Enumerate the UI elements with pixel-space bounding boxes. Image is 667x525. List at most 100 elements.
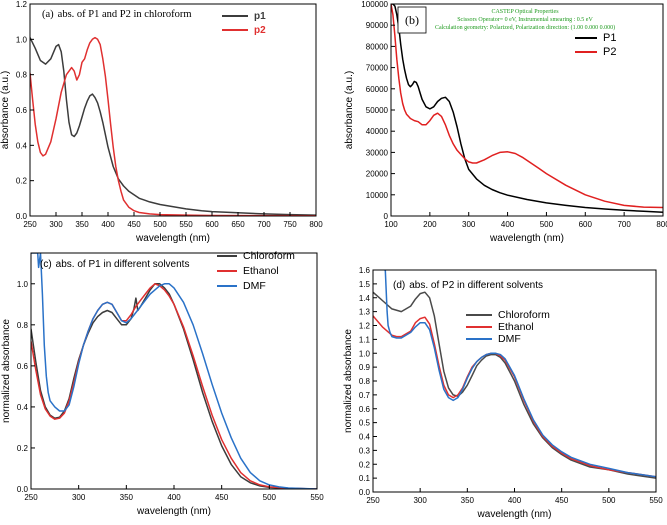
x-tick-label: 700 — [617, 220, 631, 229]
y-axis-label: absorbance (a.u.) — [0, 71, 11, 149]
panel-label-box — [397, 6, 427, 34]
y-tick-label: 0.0 — [16, 212, 28, 221]
x-tick-label: 550 — [649, 496, 663, 505]
y-tick-label: 0.8 — [16, 71, 28, 80]
y-tick-label: 1.1 — [359, 335, 371, 344]
y-axis-label: normalized absorbance — [1, 319, 12, 423]
chart-panel-4: 250 300 350 400 450 500 550 0.0 0.1 0.2 0.3 0.4 0.5 0… — [343, 266, 663, 520]
y-axis-label: absorbance (a.u.) — [344, 71, 355, 149]
y-tick-label: 0.0 — [17, 485, 29, 494]
y-tick-label: 1.3 — [359, 308, 371, 317]
panel-title: (c) abs. of P1 in different solvents — [40, 259, 189, 270]
series-line-ethanol — [373, 315, 656, 478]
x-tick-label: 400 — [508, 496, 522, 505]
y-tick-label: 100000 — [361, 0, 388, 9]
y-tick-label: 1.0 — [359, 349, 371, 358]
y-tick-label: 40000 — [366, 127, 389, 136]
series-line-chloroform — [373, 291, 656, 479]
chart-panel-1: 250 300 350 400 450 500 550 600 650 700 750 800 0.0 0… — [0, 0, 323, 244]
panel-title-text: abs. of P1 and P2 in chloroform — [58, 9, 192, 20]
x-tick-label: 250 — [23, 220, 37, 229]
legend-label-dmf: DMF — [243, 280, 266, 292]
legend-label-p1: p1 — [254, 11, 266, 22]
y-tick-label: 0.3 — [359, 446, 371, 455]
legend-label-dmf: DMF — [498, 333, 521, 345]
x-tick-label: 250 — [24, 493, 38, 502]
x-tick-label: 100 — [384, 220, 398, 229]
x-axis-label: wavelength (nm) — [489, 233, 564, 244]
chart-panel-2: 100 200 300 400 500 600 700 800 0 10000 20000 30000… — [344, 0, 667, 244]
series-line-p1 — [391, 4, 663, 213]
x-tick-label: 250 — [366, 496, 380, 505]
y-tick-label: 0.0 — [359, 488, 371, 497]
legend-label-chloroform: Chloroform — [498, 309, 550, 321]
y-tick-label: 0.6 — [17, 362, 29, 371]
legend-label-ethanol: Ethanol — [243, 265, 279, 277]
y-tick-label: 70000 — [366, 64, 389, 73]
y-tick-label: 90000 — [366, 21, 389, 30]
series-line-dmf — [31, 253, 317, 489]
y-tick-label: 1.4 — [359, 294, 371, 303]
x-tick-label: 800 — [309, 220, 323, 229]
x-tick-label: 300 — [462, 220, 476, 229]
x-tick-label: 650 — [231, 220, 245, 229]
y-tick-label: 10000 — [366, 191, 389, 200]
y-tick-label: 30000 — [366, 148, 389, 157]
x-tick-label: 450 — [555, 496, 569, 505]
x-tick-label: 350 — [461, 496, 475, 505]
series-line-ethanol — [31, 283, 317, 489]
x-tick-label: 800 — [656, 220, 667, 229]
castep-annotation-line: Calculation geometry: Polarized, Polariz… — [435, 24, 615, 31]
y-tick-label: 0.2 — [16, 177, 28, 186]
legend-label-p2: P2 — [603, 46, 616, 58]
y-tick-label: 0.6 — [359, 405, 371, 414]
x-tick-label: 300 — [413, 496, 427, 505]
panel-title: (a) abs. of P1 and P2 in chloroform — [42, 9, 192, 20]
y-tick-label: 1.2 — [16, 0, 28, 9]
x-tick-label: 550 — [310, 493, 324, 502]
y-tick-label: 0.4 — [17, 403, 29, 412]
x-tick-label: 450 — [127, 220, 141, 229]
panel-title-text: abs. of P1 in different solvents — [56, 259, 190, 270]
x-tick-label: 550 — [179, 220, 193, 229]
y-tick-label: 1.6 — [359, 266, 371, 275]
y-tick-label: 1.5 — [359, 280, 371, 289]
y-tick-label: 0.9 — [359, 363, 371, 372]
series-line-p2 — [30, 36, 316, 216]
x-axis-label: wavelength (nm) — [136, 506, 211, 517]
y-tick-label: 0.5 — [359, 419, 371, 428]
x-tick-label: 500 — [263, 493, 277, 502]
y-tick-label: 0.6 — [16, 106, 28, 115]
castep-annotation-line: Scissors Operator= 0 eV, Instrumental sm… — [457, 17, 593, 23]
chart-panel-3: 250 300 350 400 450 500 550 0.0 0.2 0.4 0.6 0.8 1.0 w… — [1, 250, 324, 517]
series-line-dmf — [384, 270, 656, 478]
x-axis-label: wavelength (nm) — [477, 509, 552, 520]
y-tick-label: 0.8 — [17, 321, 29, 330]
y-tick-label: 1.0 — [16, 35, 28, 44]
y-tick-label: 0.2 — [17, 444, 29, 453]
x-tick-label: 600 — [579, 220, 593, 229]
y-tick-label: 0.4 — [359, 433, 371, 442]
y-tick-label: 0 — [384, 212, 389, 221]
panel-label: (d) — [393, 280, 405, 291]
castep-annotation-line: CASTEP Optical Properties — [491, 9, 559, 15]
x-tick-label: 400 — [167, 493, 181, 502]
y-tick-label: 0.1 — [359, 474, 371, 483]
legend-label-ethanol: Ethanol — [498, 321, 534, 333]
x-tick-label: 400 — [101, 220, 115, 229]
panel-label: (a) — [42, 9, 54, 20]
x-tick-label: 700 — [257, 220, 271, 229]
x-tick-label: 500 — [602, 496, 616, 505]
y-tick-label: 80000 — [366, 42, 389, 51]
x-tick-label: 750 — [283, 220, 297, 229]
y-tick-label: 1.2 — [359, 322, 371, 331]
x-tick-label: 450 — [215, 493, 229, 502]
panel-label: (c) — [40, 259, 52, 270]
x-tick-label: 400 — [501, 220, 515, 229]
series-line-p1 — [30, 37, 316, 216]
x-tick-label: 500 — [540, 220, 554, 229]
x-tick-label: 300 — [72, 493, 86, 502]
y-tick-label: 0.7 — [359, 391, 371, 400]
